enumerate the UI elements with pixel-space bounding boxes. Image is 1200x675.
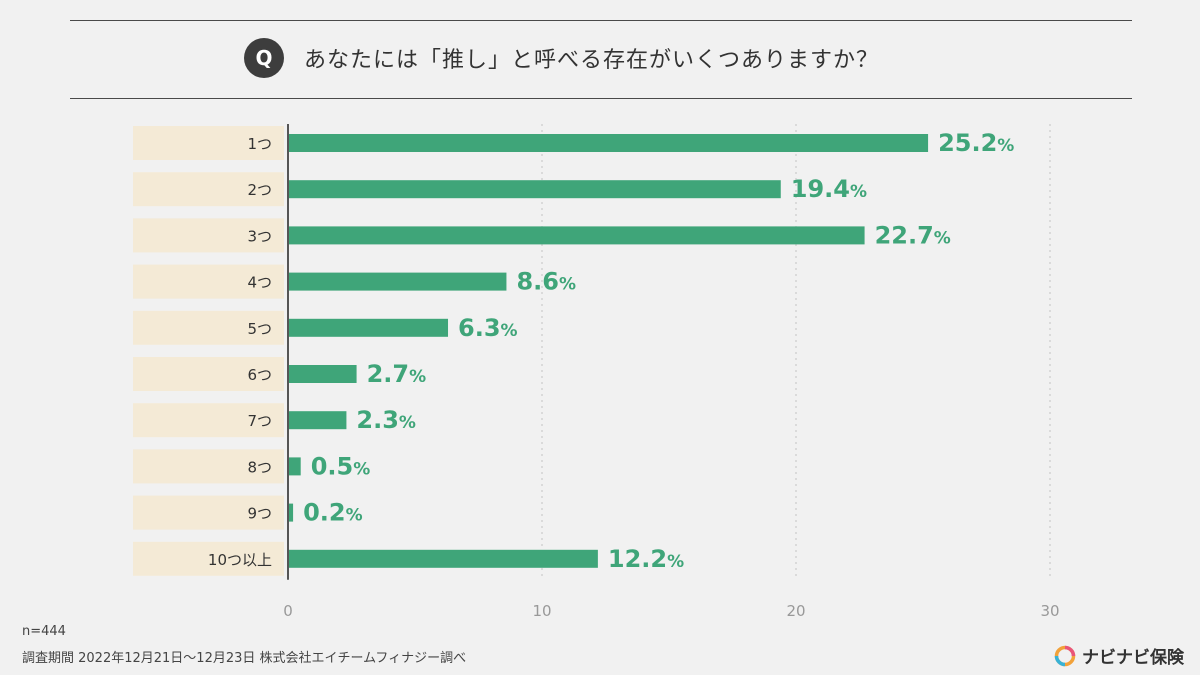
- header-top-rule: [70, 20, 1132, 21]
- data-label: 8.6%: [516, 268, 576, 296]
- category-label-bg: [133, 218, 284, 253]
- x-tick-label: 30: [1040, 602, 1059, 620]
- navinavi-logo-icon: [1054, 645, 1076, 667]
- bar: [288, 180, 781, 199]
- category-label-bg: [133, 541, 284, 576]
- bar: [288, 365, 357, 383]
- category-label: 2つ: [247, 181, 272, 199]
- category-label-bg: [133, 264, 284, 299]
- question-title: あなたには「推し」と呼べる存在がいくつありますか？: [304, 48, 880, 73]
- category-label-bg: [133, 126, 284, 160]
- logo-text: ナビナビ保険: [1082, 647, 1184, 668]
- x-tick-label: 0: [283, 602, 293, 620]
- bar: [288, 503, 294, 522]
- bar: [288, 226, 865, 245]
- category-label: 8つ: [247, 458, 272, 476]
- survey-source: 調査期間 2022年12月21日〜12月23日 株式会社エイチームフィナジー調べ: [22, 651, 467, 666]
- data-label: 6.3%: [458, 314, 518, 342]
- category-label-bg: [133, 172, 284, 207]
- sample-size: n=444: [22, 624, 66, 639]
- bar: [288, 549, 598, 568]
- bar: [288, 457, 301, 476]
- header-bottom-rule: [70, 98, 1132, 99]
- bar: [288, 134, 929, 152]
- data-label: 2.7%: [367, 360, 427, 388]
- category-label: 6つ: [247, 366, 272, 384]
- category-label-bg: [133, 403, 284, 438]
- data-label: 12.2%: [608, 545, 684, 573]
- category-label: 3つ: [247, 227, 272, 245]
- category-label-bg: [133, 310, 284, 345]
- data-label: 0.5%: [311, 452, 371, 480]
- data-label: 25.2%: [938, 129, 1014, 157]
- data-label: 0.2%: [303, 499, 363, 527]
- category-label-bg: [133, 495, 284, 530]
- category-label: 1つ: [247, 135, 272, 153]
- bar: [288, 318, 449, 337]
- x-tick-label: 10: [532, 602, 551, 620]
- question-badge: Q: [244, 38, 284, 78]
- category-label: 4つ: [247, 274, 272, 292]
- category-label: 10つ以上: [208, 551, 272, 569]
- bar: [288, 272, 507, 291]
- data-label: 2.3%: [356, 406, 416, 434]
- category-label-bg: [133, 357, 284, 391]
- category-label-bg: [133, 449, 284, 484]
- brand-logo: ナビナビ保険: [1053, 642, 1184, 668]
- bar: [288, 411, 347, 430]
- category-label: 5つ: [247, 320, 272, 338]
- data-label: 22.7%: [875, 221, 951, 249]
- category-label: 9つ: [247, 505, 272, 523]
- x-tick-label: 20: [786, 602, 805, 620]
- data-label: 19.4%: [791, 175, 867, 203]
- category-label: 7つ: [247, 412, 272, 430]
